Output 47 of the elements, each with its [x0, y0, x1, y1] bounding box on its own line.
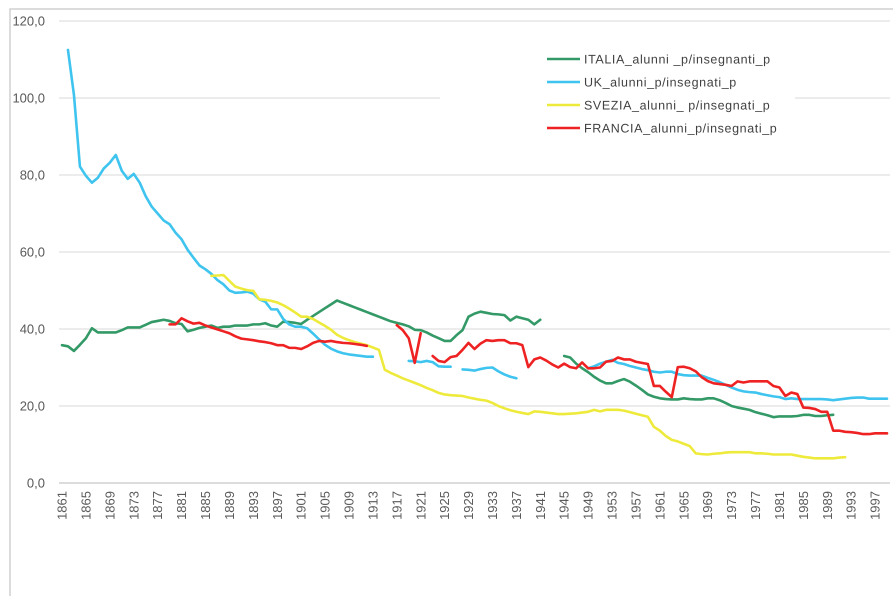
y-tick-label: 120,0: [12, 14, 45, 29]
x-tick-label: 1953: [604, 491, 620, 520]
x-tick-label: 1905: [318, 491, 333, 520]
x-tick-label: 1921: [413, 491, 428, 520]
x-tick-label: 1933: [484, 491, 500, 520]
x-tick-label: 1993: [844, 491, 859, 520]
x-tick-label: 1913: [365, 491, 380, 520]
legend-label: ITALIA_alunni _p/insegnanti_p: [584, 52, 771, 66]
x-tick-label: 1917: [389, 491, 404, 520]
y-tick-label: 100,0: [12, 90, 45, 106]
x-tick-label: 1909: [342, 491, 357, 520]
y-tick-label: 40,0: [20, 322, 45, 337]
x-tick-label: 1973: [724, 491, 740, 520]
x-tick-label: 1865: [78, 491, 94, 520]
x-tick-label: 1869: [102, 491, 118, 520]
legend-label: SVEZIA_alunni_ p/insegnati_p: [584, 98, 770, 112]
y-tick-label: 60,0: [20, 244, 45, 260]
x-tick-label: 1949: [580, 491, 596, 520]
x-tick-label: 1997: [868, 491, 883, 520]
x-tick-label: 1893: [246, 491, 261, 520]
y-tick-label: 0,0: [26, 476, 45, 491]
x-tick-label: 1961: [652, 491, 668, 520]
x-tick-label: 1877: [150, 491, 166, 520]
legend-label: UK_alunni_p/insegnati_p: [584, 75, 737, 90]
x-tick-label: 1881: [174, 491, 190, 520]
x-tick-label: 1965: [676, 491, 692, 520]
x-tick-label: 1981: [772, 491, 787, 520]
line-series: [210, 274, 846, 460]
x-tick-label: 1861: [54, 491, 70, 520]
x-tick-label: 1945: [556, 491, 572, 520]
y-tick-label: 20,0: [20, 398, 45, 414]
x-tick-label: 1941: [532, 491, 548, 520]
y-tick-label: 80,0: [20, 168, 45, 183]
x-tick-label: 1977: [748, 491, 764, 520]
x-tick-label: 1989: [820, 491, 835, 520]
x-tick-label: 1901: [294, 491, 309, 520]
x-tick-label: 1937: [508, 491, 524, 520]
legend-label: FRANCIA_alunni_p/insegnati_p: [584, 121, 778, 136]
x-tick-label: 1889: [222, 491, 237, 520]
x-tick-label: 1897: [270, 491, 285, 520]
x-tick-label: 1873: [126, 491, 142, 520]
x-tick-label: 1969: [700, 491, 716, 520]
x-tick-label: 1929: [461, 491, 476, 520]
x-tick-label: 1925: [437, 491, 452, 520]
x-tick-label: 1985: [796, 491, 811, 520]
x-tick-label: 1957: [628, 491, 644, 520]
x-tick-label: 1885: [198, 491, 214, 520]
